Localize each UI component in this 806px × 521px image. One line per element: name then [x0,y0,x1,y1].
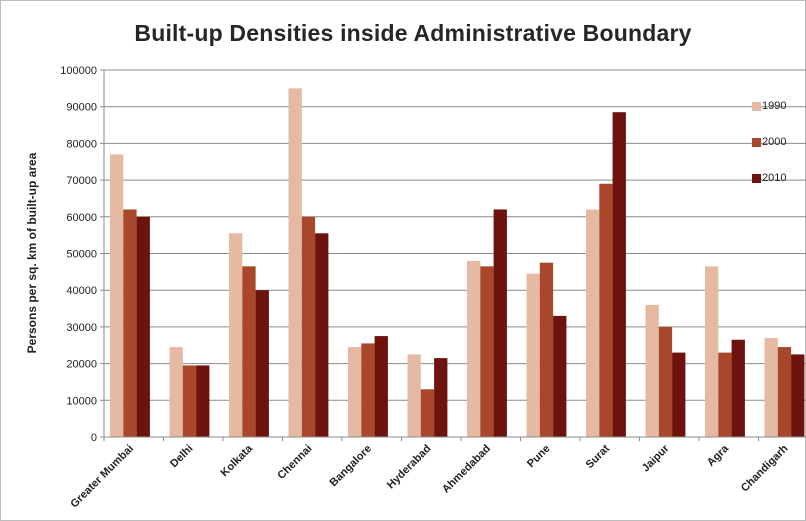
bar-2000-surat [599,183,613,437]
bar-1990-surat [586,209,600,437]
x-tick-label: Kolkata [218,442,255,479]
tick-labels: 0 10000 20000 30000 40000 50000 60000 70000 8000… [60,65,790,510]
x-tick-label: Hyderabad [385,443,434,492]
bars [110,88,805,437]
bar-1990-delhi [169,347,183,437]
bar-1990-pune [526,273,540,437]
bar-1990-kolkata [229,233,243,437]
bar-2010-ahmedabad [493,209,507,437]
bar-2010-chandigarh [791,354,805,437]
legend-label: 2000 [762,136,787,148]
bar-2000-chandigarh [777,347,792,437]
bar-2010-jaipur [672,352,686,437]
y-tick-label: 30000 [66,322,97,334]
bar-1990-ahmedabad [467,260,481,437]
y-tick-label: 60000 [66,212,97,224]
chart-legend: 1990 2000 2010 [752,98,806,206]
bar-2000-greater-mumbai [123,209,137,437]
bar-2000-bangalore [361,343,375,437]
y-tick-label: 20000 [66,359,97,371]
bar-1990-jaipur [645,304,659,437]
bar-2010-hyderabad [434,358,448,437]
bar-2010-pune [553,315,567,437]
chart-title: Built-up Densities inside Administrative… [134,20,692,46]
x-tick-label: Jaipur [640,442,672,474]
bar-2010-surat [612,112,626,437]
legend-item-1990: 1990 [752,98,806,134]
y-tick-label: 100000 [60,65,97,77]
axes [100,69,806,441]
bar-2010-greater-mumbai [136,216,150,437]
y-tick-label: 50000 [66,249,97,261]
bar-2000-kolkata [242,266,256,437]
x-tick-label: Surat [584,442,613,471]
bar-2000-agra [718,352,732,437]
gridlines [104,69,806,401]
legend-label: 1990 [762,100,787,112]
x-tick-label: Pune [525,443,553,471]
x-tick-label: Chandigarh [739,442,791,494]
bar-2000-chennai [301,216,316,437]
y-tick-label: 0 [91,432,97,444]
bar-1990-agra [705,266,719,437]
legend-swatch [752,174,761,183]
bar-2000-delhi [182,365,197,437]
legend-item-2010: 2010 [752,170,806,206]
bar-2010-kolkata [255,290,269,437]
bar-2010-delhi [196,365,210,437]
bar-1990-bangalore [348,347,362,437]
bar-2010-agra [731,339,745,437]
y-tick-label: 10000 [66,395,97,407]
bar-2010-bangalore [374,336,388,437]
x-tick-label: Ahmedabad [440,443,493,496]
bar-2000-jaipur [658,326,673,437]
bar-1990-chennai [288,88,302,437]
bar-1990-greater-mumbai [110,154,124,437]
y-tick-label: 70000 [66,175,97,187]
x-tick-label: Agra [705,442,732,469]
x-tick-label: Bangalore [328,443,375,490]
bar-2000-ahmedabad [480,266,494,437]
legend-label: 2010 [762,172,787,184]
bar-2010-chennai [315,233,329,437]
y-tick-label: 80000 [66,138,97,150]
legend-item-2000: 2000 [752,134,806,170]
y-tick-label: 40000 [66,285,97,297]
legend-swatch [752,138,761,147]
bar-1990-hyderabad [407,354,421,437]
bar-1990-chandigarh [764,337,778,437]
legend-swatch [752,102,761,111]
bar-2000-hyderabad [420,389,435,437]
x-tick-label: Chennai [275,443,314,482]
bar-2000-pune [539,262,554,437]
x-tick-label: Greater Mumbai [68,443,136,511]
y-tick-label: 90000 [66,102,97,114]
x-tick-label: Delhi [168,443,196,471]
